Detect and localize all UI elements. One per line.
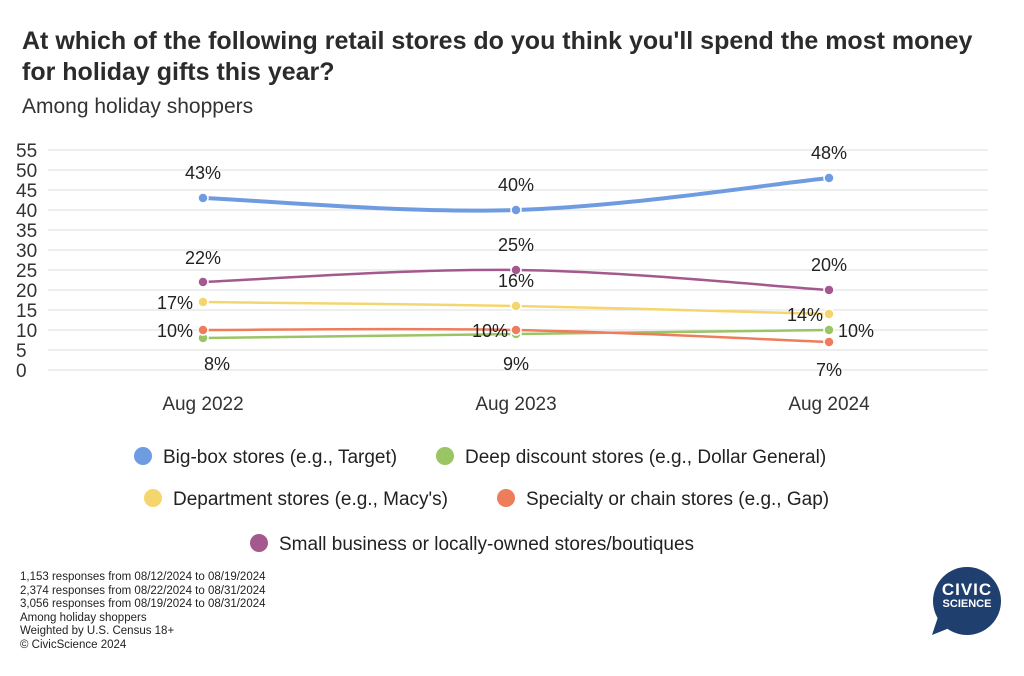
- y-tick-label: 5: [16, 341, 27, 362]
- data-point: [510, 204, 522, 216]
- legend-swatch: [497, 489, 515, 507]
- data-point: [510, 324, 522, 336]
- civicscience-logo-icon: [932, 567, 1001, 635]
- data-point: [823, 172, 835, 184]
- legend: Big-box stores (e.g., Target) Deep discou…: [134, 447, 829, 555]
- chart-subtitle: Among holiday shoppers: [22, 95, 254, 118]
- y-tick-label: 35: [16, 221, 37, 242]
- data-label: 16%: [498, 271, 534, 291]
- footnote-line: 3,056 responses from 08/19/2024 to 08/31…: [20, 598, 266, 610]
- data-point: [197, 324, 209, 336]
- footnote-line: 1,153 responses from 08/12/2024 to 08/19…: [20, 571, 266, 583]
- data-label: 40%: [498, 175, 534, 195]
- data-point: [823, 308, 835, 320]
- legend-item: Big-box stores (e.g., Target): [134, 447, 397, 468]
- data-label: 43%: [185, 163, 221, 183]
- data-label: 17%: [157, 293, 193, 313]
- data-point: [197, 192, 209, 204]
- footnote-line: Among holiday shoppers: [20, 611, 147, 624]
- data-label: 7%: [816, 360, 842, 380]
- data-label: 10%: [472, 321, 508, 341]
- footnote-line: Weighted by U.S. Census 18+: [20, 625, 175, 637]
- data-point: [823, 336, 835, 348]
- data-label: 10%: [157, 321, 193, 341]
- footnote-line: 2,374 responses from 08/22/2024 to 08/31…: [20, 584, 266, 597]
- footnote-line: © CivicScience 2024: [20, 638, 127, 651]
- x-axis: Aug 2022 Aug 2023 Aug 2024: [162, 394, 870, 415]
- chart-title: At which of the following retail stores …: [22, 27, 973, 86]
- legend-label: Small business or locally-owned stores/b…: [279, 534, 694, 555]
- data-point: [510, 264, 522, 276]
- legend-label: Specialty or chain stores (e.g., Gap): [526, 489, 829, 510]
- legend-label: Big-box stores (e.g., Target): [163, 447, 397, 468]
- legend-label: Department stores (e.g., Macy's): [173, 489, 448, 510]
- data-label: 48%: [811, 143, 847, 163]
- y-tick-label: 0: [16, 361, 27, 382]
- legend-item: Specialty or chain stores (e.g., Gap): [497, 489, 829, 510]
- x-tick-label: Aug 2024: [788, 394, 870, 415]
- data-label: 9%: [503, 354, 529, 374]
- legend-item: Deep discount stores (e.g., Dollar Gener…: [436, 447, 826, 468]
- data-point: [823, 324, 835, 336]
- y-tick-label: 55: [16, 141, 37, 162]
- y-tick-label: 10: [16, 321, 37, 342]
- legend-item: Department stores (e.g., Macy's): [144, 489, 448, 510]
- y-tick-label: 20: [16, 281, 37, 302]
- y-tick-label: 40: [16, 201, 37, 222]
- x-tick-label: Aug 2022: [162, 394, 243, 415]
- data-point: [197, 296, 209, 308]
- y-tick-label: 30: [16, 241, 37, 262]
- data-label: 22%: [185, 248, 221, 268]
- data-labels: 43% 40% 48% 8% 9% 10% 17% 16% 14% 10% 10% 7% 22% 25% 2…: [157, 143, 874, 380]
- logo-line-1: CIVIC: [941, 580, 993, 599]
- legend-label: Deep discount stores (e.g., Dollar Gener…: [465, 447, 826, 468]
- y-tick-label: 25: [16, 261, 37, 282]
- data-point: [823, 284, 835, 296]
- data-label: 10%: [838, 321, 874, 341]
- data-point: [510, 300, 522, 312]
- y-tick-label: 50: [16, 161, 37, 182]
- series-lines: [201, 176, 831, 344]
- data-point: [197, 276, 209, 288]
- data-label: 20%: [811, 255, 847, 275]
- footnotes: 1,153 responses from 08/12/2024 to 08/19…: [20, 571, 266, 652]
- data-label: 14%: [787, 305, 823, 325]
- logo-line-2: SCIENCE: [942, 598, 992, 610]
- y-tick-label: 15: [16, 301, 37, 322]
- legend-swatch: [134, 447, 152, 465]
- data-points: [197, 172, 835, 348]
- data-label: 25%: [498, 235, 534, 255]
- legend-swatch: [250, 534, 268, 552]
- legend-item: Small business or locally-owned stores/b…: [250, 534, 694, 555]
- legend-swatch: [436, 447, 454, 465]
- legend-swatch: [144, 489, 162, 507]
- logo-text: CIVIC SCIENCE: [936, 580, 998, 612]
- data-label: 8%: [204, 354, 230, 374]
- y-tick-label: 45: [16, 181, 37, 202]
- x-tick-label: Aug 2023: [475, 394, 556, 415]
